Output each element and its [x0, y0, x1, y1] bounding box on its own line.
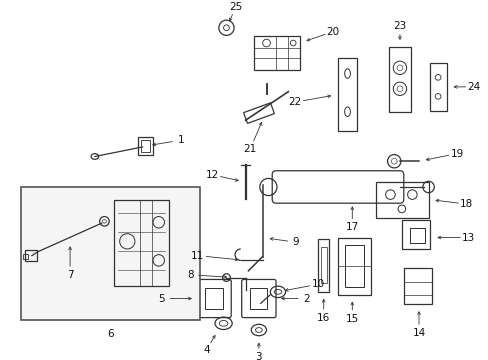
Text: 1: 1: [177, 135, 183, 145]
Bar: [403, 268, 431, 304]
Text: 17: 17: [345, 222, 358, 232]
Bar: [317, 239, 329, 292]
Text: 20: 20: [326, 27, 339, 37]
Text: 5: 5: [158, 293, 164, 303]
Text: 23: 23: [392, 21, 406, 31]
Bar: [344, 245, 363, 287]
Bar: [114, 200, 169, 286]
Bar: [401, 220, 429, 249]
Text: 14: 14: [411, 328, 425, 338]
Bar: [243, 103, 274, 123]
Bar: [375, 182, 427, 219]
Text: 21: 21: [243, 144, 256, 154]
Bar: [141, 140, 150, 152]
Text: 15: 15: [345, 314, 358, 324]
Bar: [20, 187, 200, 320]
Bar: [337, 58, 356, 131]
Text: 4: 4: [203, 345, 209, 355]
Bar: [25, 250, 37, 261]
Bar: [205, 288, 222, 309]
Text: 10: 10: [311, 279, 324, 289]
Bar: [388, 47, 410, 112]
Text: 3: 3: [255, 352, 262, 360]
Text: 8: 8: [186, 270, 193, 280]
Bar: [250, 288, 267, 309]
Text: 9: 9: [292, 237, 299, 247]
Text: 19: 19: [449, 149, 463, 159]
Text: 16: 16: [316, 312, 330, 323]
Bar: [254, 36, 299, 70]
Text: 22: 22: [288, 97, 301, 107]
Text: 25: 25: [229, 2, 242, 12]
Bar: [138, 138, 153, 154]
Bar: [23, 254, 28, 260]
Bar: [337, 238, 370, 295]
Text: 12: 12: [205, 170, 218, 180]
Bar: [408, 228, 424, 243]
Text: 13: 13: [461, 233, 474, 243]
Text: 11: 11: [191, 251, 204, 261]
Bar: [320, 247, 326, 283]
Text: 18: 18: [459, 199, 472, 209]
Bar: [428, 63, 446, 111]
Text: 7: 7: [67, 270, 73, 280]
Text: 24: 24: [467, 82, 480, 92]
Text: 6: 6: [106, 329, 113, 339]
Text: 2: 2: [303, 293, 309, 303]
